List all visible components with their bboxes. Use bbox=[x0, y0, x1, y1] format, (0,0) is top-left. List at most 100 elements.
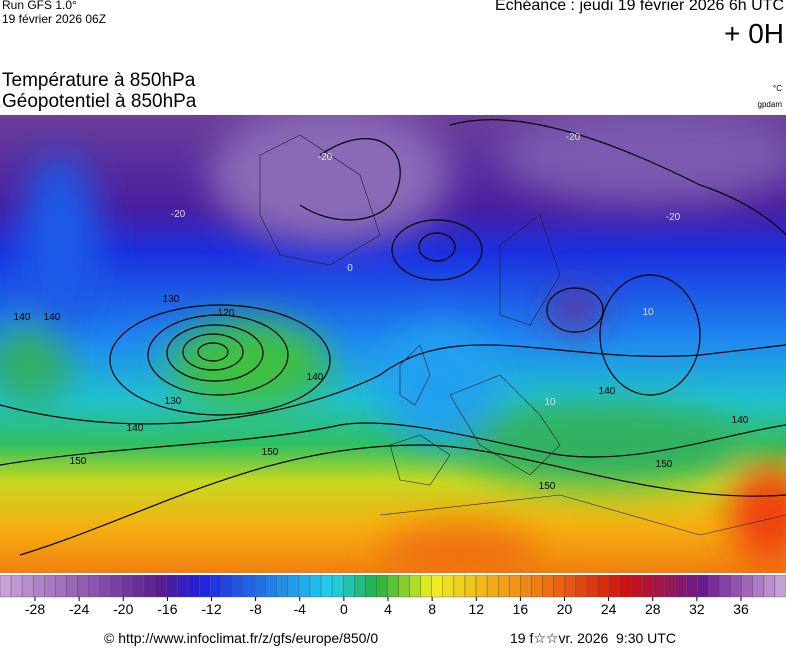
colorbar-swatch bbox=[730, 575, 742, 598]
run-label: Run GFS 1.0° bbox=[2, 0, 77, 12]
colorbar-tick-label: -8 bbox=[249, 601, 262, 617]
colorbar-swatch bbox=[475, 575, 488, 598]
colorbar-swatch bbox=[453, 575, 466, 598]
contour-label: 140 bbox=[44, 312, 61, 323]
colorbar-tick-label: -24 bbox=[69, 601, 89, 617]
contour-label: 140 bbox=[14, 312, 31, 323]
contour-label: 150 bbox=[656, 459, 673, 470]
colorbar-swatch bbox=[763, 575, 776, 598]
contour-labels: 120 130 140 140 150 150 150 140 130 140 150 -20 -20 -… bbox=[14, 132, 749, 492]
colorbar-swatch bbox=[0, 575, 12, 598]
colorbar: -28 -24 -20 -16 -12 -8 -4 0 4 8 12 16 20 24 28 32 36 bbox=[0, 575, 786, 617]
colorbar-swatch bbox=[143, 575, 156, 598]
colorbar-swatch bbox=[608, 575, 621, 598]
colorbar-swatch bbox=[509, 575, 521, 598]
colorbar-swatch bbox=[398, 575, 410, 598]
lead-time: + 0H bbox=[724, 18, 784, 49]
colorbar-swatch bbox=[199, 575, 211, 598]
geopotential-unit: gpdam bbox=[757, 100, 782, 109]
colorbar-swatch bbox=[99, 575, 111, 598]
colorbar-swatch bbox=[675, 575, 687, 598]
colorbar-tick-label: -4 bbox=[294, 601, 307, 617]
colorbar-tick-label: 32 bbox=[689, 601, 705, 617]
colorbar-tick-label: 20 bbox=[557, 601, 573, 617]
contour-label: -20 bbox=[318, 152, 333, 163]
contour-label: -20 bbox=[666, 212, 681, 223]
colorbar-swatch bbox=[520, 575, 532, 598]
colorbar-swatch bbox=[630, 575, 643, 598]
colorbar-swatch bbox=[132, 575, 145, 598]
coastlines bbox=[259, 134, 786, 536]
colorbar-swatch bbox=[88, 575, 100, 598]
colorbar-tick-label: 4 bbox=[384, 601, 392, 617]
contour-label: 130 bbox=[165, 396, 182, 407]
colorbar-swatch bbox=[664, 575, 676, 598]
generated-time: 19 f☆☆vr. 2026 9:30 UTC bbox=[510, 630, 676, 646]
contour-label: 10 bbox=[642, 307, 654, 318]
colorbar-swatch bbox=[243, 575, 255, 598]
colorbar-swatch bbox=[420, 575, 432, 598]
colorbar-swatch bbox=[232, 575, 244, 598]
colorbar-swatch bbox=[741, 575, 753, 598]
colorbar-swatch bbox=[752, 575, 765, 598]
colorbar-swatch bbox=[320, 575, 333, 598]
colorbar-swatch bbox=[464, 575, 477, 598]
colorbar-tick-label: -20 bbox=[113, 601, 133, 617]
colorbar-swatch bbox=[221, 575, 233, 598]
colorbar-swatch bbox=[564, 575, 576, 598]
colorbar-swatch bbox=[210, 575, 222, 598]
colorbar-tick-label: -28 bbox=[25, 601, 45, 617]
geopotential-contours bbox=[0, 119, 786, 556]
contour-label: 140 bbox=[307, 372, 324, 383]
colorbar-swatch bbox=[542, 575, 554, 598]
colorbar-swatch bbox=[409, 575, 421, 598]
contour-label: 150 bbox=[539, 481, 556, 492]
colorbar-swatch bbox=[276, 575, 289, 598]
contour-label: 150 bbox=[70, 456, 87, 467]
colorbar-swatch bbox=[697, 575, 709, 598]
colorbar-swatch bbox=[652, 575, 665, 598]
colorbar-swatch bbox=[10, 575, 23, 598]
colorbar-swatch bbox=[597, 575, 610, 598]
colorbar-tick-label: -12 bbox=[201, 601, 221, 617]
contour-label: 140 bbox=[599, 386, 616, 397]
colorbar-swatch bbox=[77, 575, 89, 598]
colorbar-tick-label: 8 bbox=[428, 601, 436, 617]
geopotential-title: Géopotentiel à 850hPa bbox=[2, 91, 197, 112]
colorbar-swatch bbox=[686, 575, 698, 598]
colorbar-tick-label: 24 bbox=[601, 601, 617, 617]
colorbar-swatch bbox=[254, 575, 266, 598]
colorbar-swatch bbox=[619, 575, 632, 598]
colorbar-swatch bbox=[121, 575, 134, 598]
colorbar-swatch bbox=[287, 575, 300, 598]
contour-label: 150 bbox=[262, 447, 279, 458]
contour-label: 0 bbox=[347, 263, 353, 274]
colorbar-tick-label: 36 bbox=[733, 601, 749, 617]
colorbar-swatch bbox=[33, 575, 45, 598]
colorbar-swatch bbox=[431, 575, 444, 598]
colorbar-swatch bbox=[342, 575, 355, 598]
colorbar-swatch bbox=[298, 575, 311, 598]
colorbar-swatch bbox=[641, 575, 654, 598]
contour-label: 140 bbox=[127, 423, 144, 434]
colorbar-swatch bbox=[55, 575, 67, 598]
colorbar-swatch bbox=[187, 575, 200, 598]
run-date: 19 février 2026 06Z bbox=[2, 12, 107, 26]
colorbar-tick-label: -16 bbox=[157, 601, 177, 617]
colorbar-swatch bbox=[442, 575, 455, 598]
colorbar-swatch bbox=[176, 575, 189, 598]
colorbar-tick-label: 12 bbox=[468, 601, 484, 617]
colorbar-swatch bbox=[387, 575, 399, 598]
colorbar-tick-label: 0 bbox=[340, 601, 348, 617]
colorbar-swatch bbox=[165, 575, 178, 598]
colorbar-swatch bbox=[365, 575, 377, 598]
colorbar-swatch bbox=[719, 575, 731, 598]
temperature-unit: °C bbox=[773, 84, 782, 93]
colorbar-swatch bbox=[575, 575, 587, 598]
colorbar-swatch bbox=[331, 575, 344, 598]
contour-label: 120 bbox=[218, 308, 235, 319]
colorbar-swatch bbox=[376, 575, 388, 598]
temperature-title: Température à 850hPa bbox=[2, 70, 196, 91]
contour-label: -20 bbox=[566, 132, 581, 143]
